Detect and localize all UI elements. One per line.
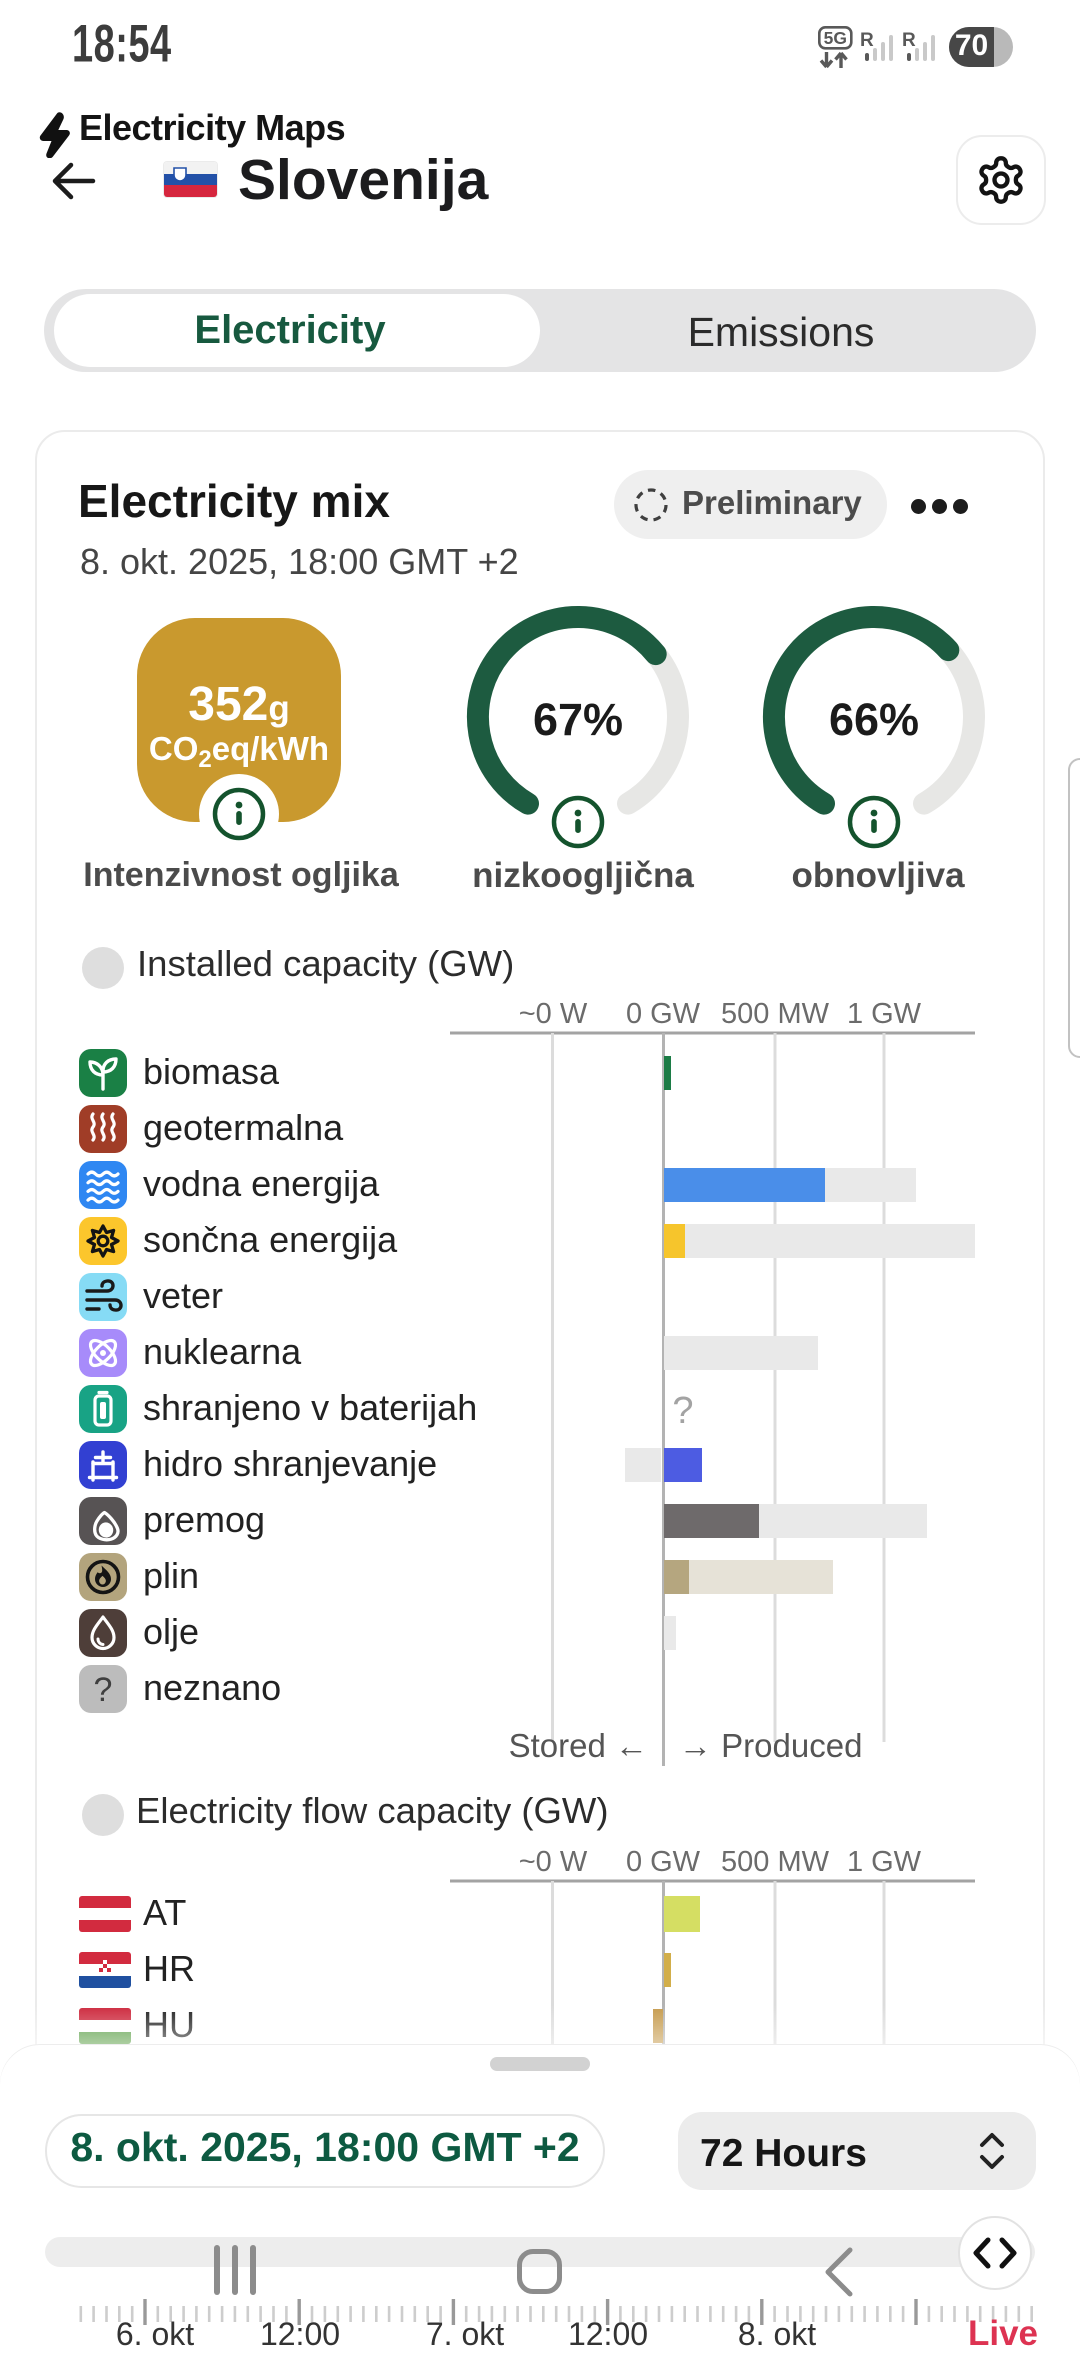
svg-text:~0 W: ~0 W [519,1846,588,1878]
svg-text:?: ? [94,1671,113,1709]
svg-text:R: R [902,30,916,51]
svg-text:~0 W: ~0 W [519,998,588,1030]
svg-text:CO2eq/kWh: CO2eq/kWh [149,730,329,773]
svg-text:Stored ←: Stored ← [509,1727,648,1764]
svg-text:352g: 352g [188,678,289,731]
svg-text:0 GW: 0 GW [626,1846,701,1878]
svg-text:5G: 5G [824,28,847,48]
svg-text:?: ? [672,1390,693,1432]
svg-text:→ Produced: → Produced [679,1727,862,1764]
svg-text:1 GW: 1 GW [847,1846,922,1878]
svg-text:500 MW: 500 MW [721,1846,830,1878]
svg-text:0 GW: 0 GW [626,998,701,1030]
svg-text:67%: 67% [533,694,623,745]
svg-text:66%: 66% [829,694,919,745]
svg-text:500 MW: 500 MW [721,998,830,1030]
svg-text:1 GW: 1 GW [847,998,922,1030]
svg-text:R: R [860,30,874,51]
